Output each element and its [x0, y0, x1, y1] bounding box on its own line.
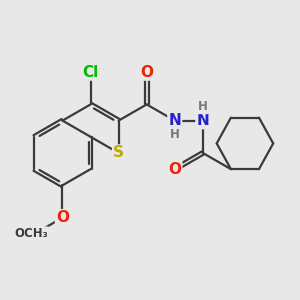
Text: N: N	[168, 113, 181, 128]
Text: O: O	[56, 210, 69, 225]
Text: S: S	[113, 146, 124, 160]
Text: O: O	[168, 162, 181, 177]
Text: H: H	[170, 128, 180, 141]
Text: N: N	[196, 113, 209, 128]
Text: Cl: Cl	[82, 64, 99, 80]
Text: OCH₃: OCH₃	[14, 227, 48, 240]
Text: O: O	[140, 64, 153, 80]
Text: H: H	[198, 100, 208, 113]
